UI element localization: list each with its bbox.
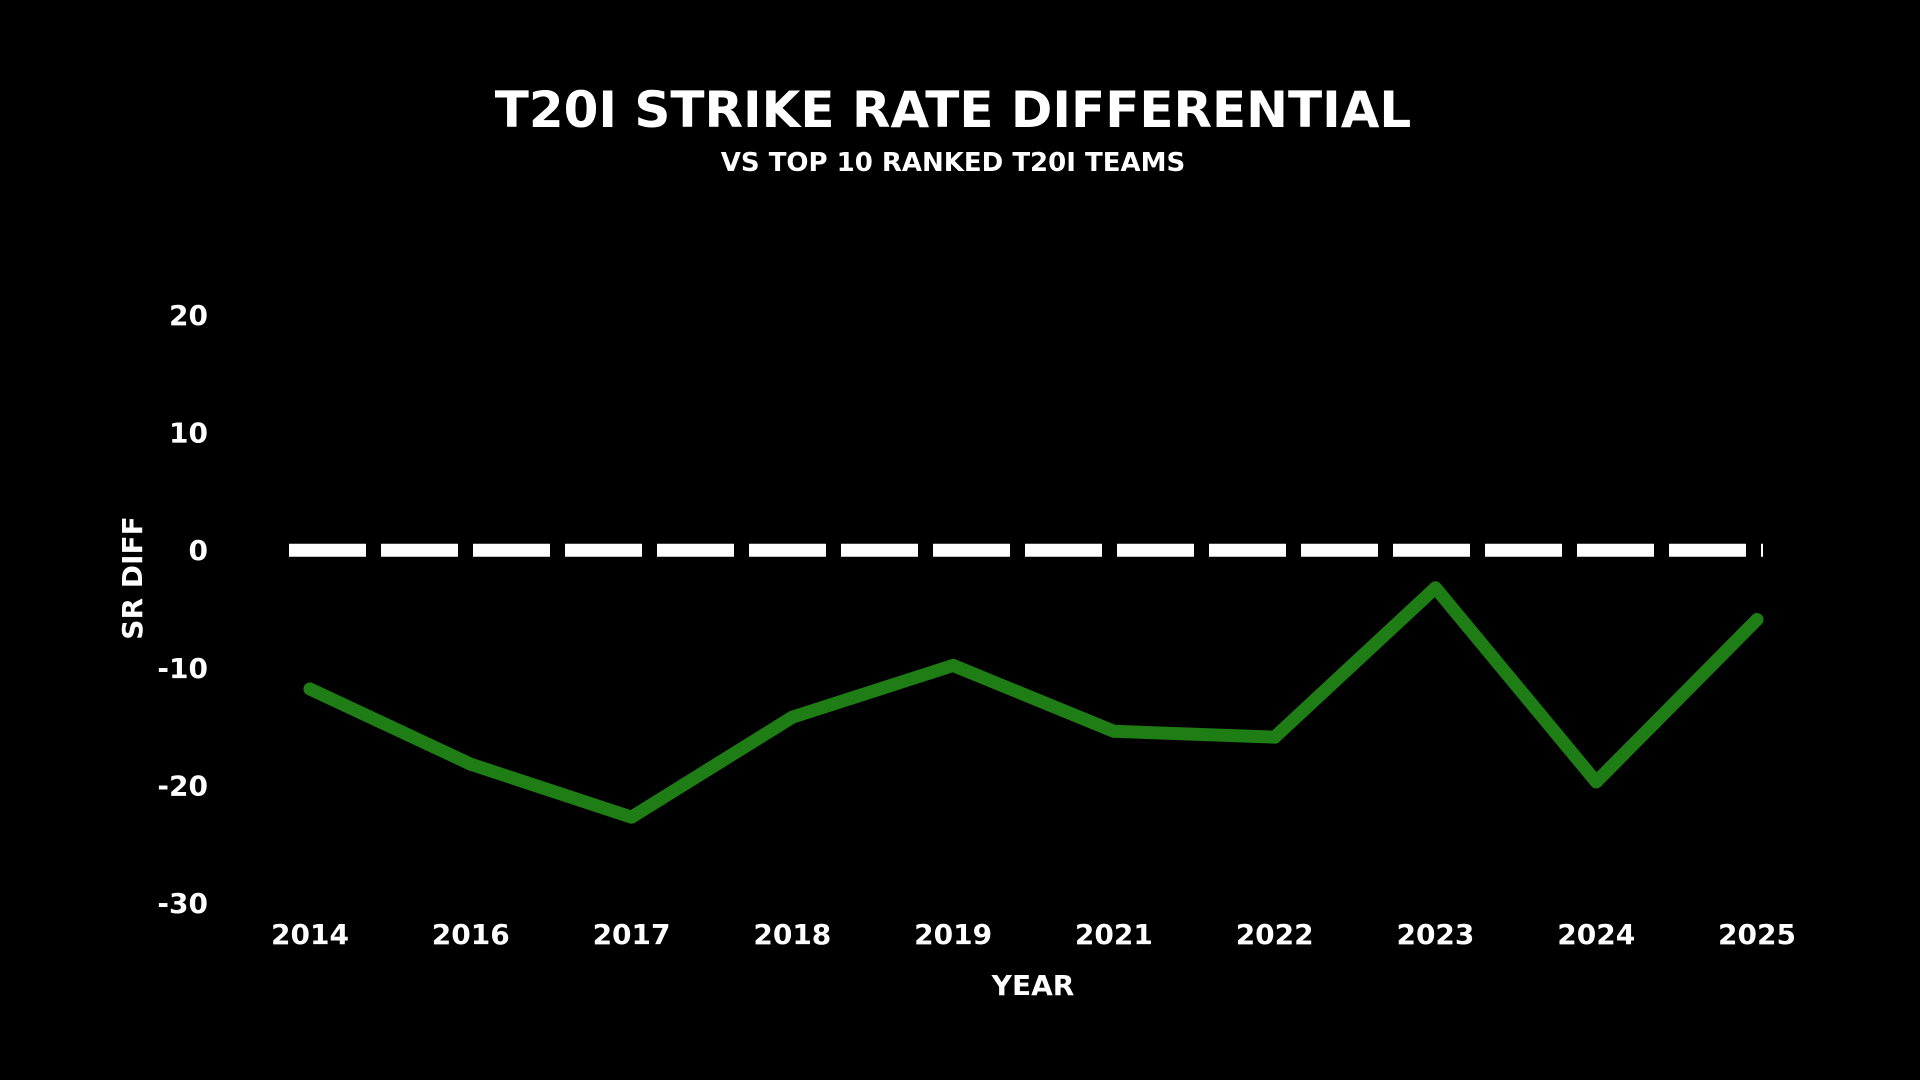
y-axis-label: SR DIFF — [116, 516, 149, 639]
y-tick-labels: 20 10 0 -10 -20 -30 — [157, 299, 208, 920]
y-tick-label: -20 — [157, 769, 208, 802]
x-tick-label: 2019 — [914, 918, 992, 951]
data-point — [1589, 775, 1603, 789]
x-tick-label: 2024 — [1557, 918, 1635, 951]
y-tick-label: 0 — [189, 534, 208, 567]
data-point — [785, 710, 799, 724]
x-tick-label: 2017 — [593, 918, 671, 951]
x-tick-labels: 2014 2016 2017 2018 2019 2021 2022 2023 2024 2025 — [271, 918, 1796, 951]
data-point — [464, 757, 478, 771]
chart-subtitle: VS TOP 10 RANKED T20I TEAMS — [721, 148, 1185, 178]
y-tick-label: 10 — [169, 417, 208, 450]
x-tick-label: 2021 — [1075, 918, 1153, 951]
data-point — [1750, 613, 1764, 627]
x-tick-label: 2014 — [271, 918, 349, 951]
y-tick-label: -30 — [157, 887, 208, 920]
x-tick-label: 2025 — [1718, 918, 1796, 951]
x-tick-label: 2016 — [432, 918, 510, 951]
x-axis-label: YEAR — [991, 969, 1075, 1002]
data-point — [1268, 730, 1282, 744]
data-point — [303, 682, 317, 696]
x-tick-label: 2018 — [753, 918, 831, 951]
data-point — [946, 658, 960, 672]
series-line — [303, 581, 1764, 824]
x-tick-label: 2023 — [1396, 918, 1474, 951]
y-tick-label: 20 — [169, 299, 208, 332]
chart-title: T20I STRIKE RATE DIFFERENTIAL — [495, 81, 1412, 139]
data-point — [1428, 581, 1442, 595]
x-tick-label: 2022 — [1236, 918, 1314, 951]
data-point — [625, 810, 639, 824]
data-points — [303, 581, 1764, 824]
y-tick-label: -10 — [157, 652, 208, 685]
data-point — [1107, 724, 1121, 738]
